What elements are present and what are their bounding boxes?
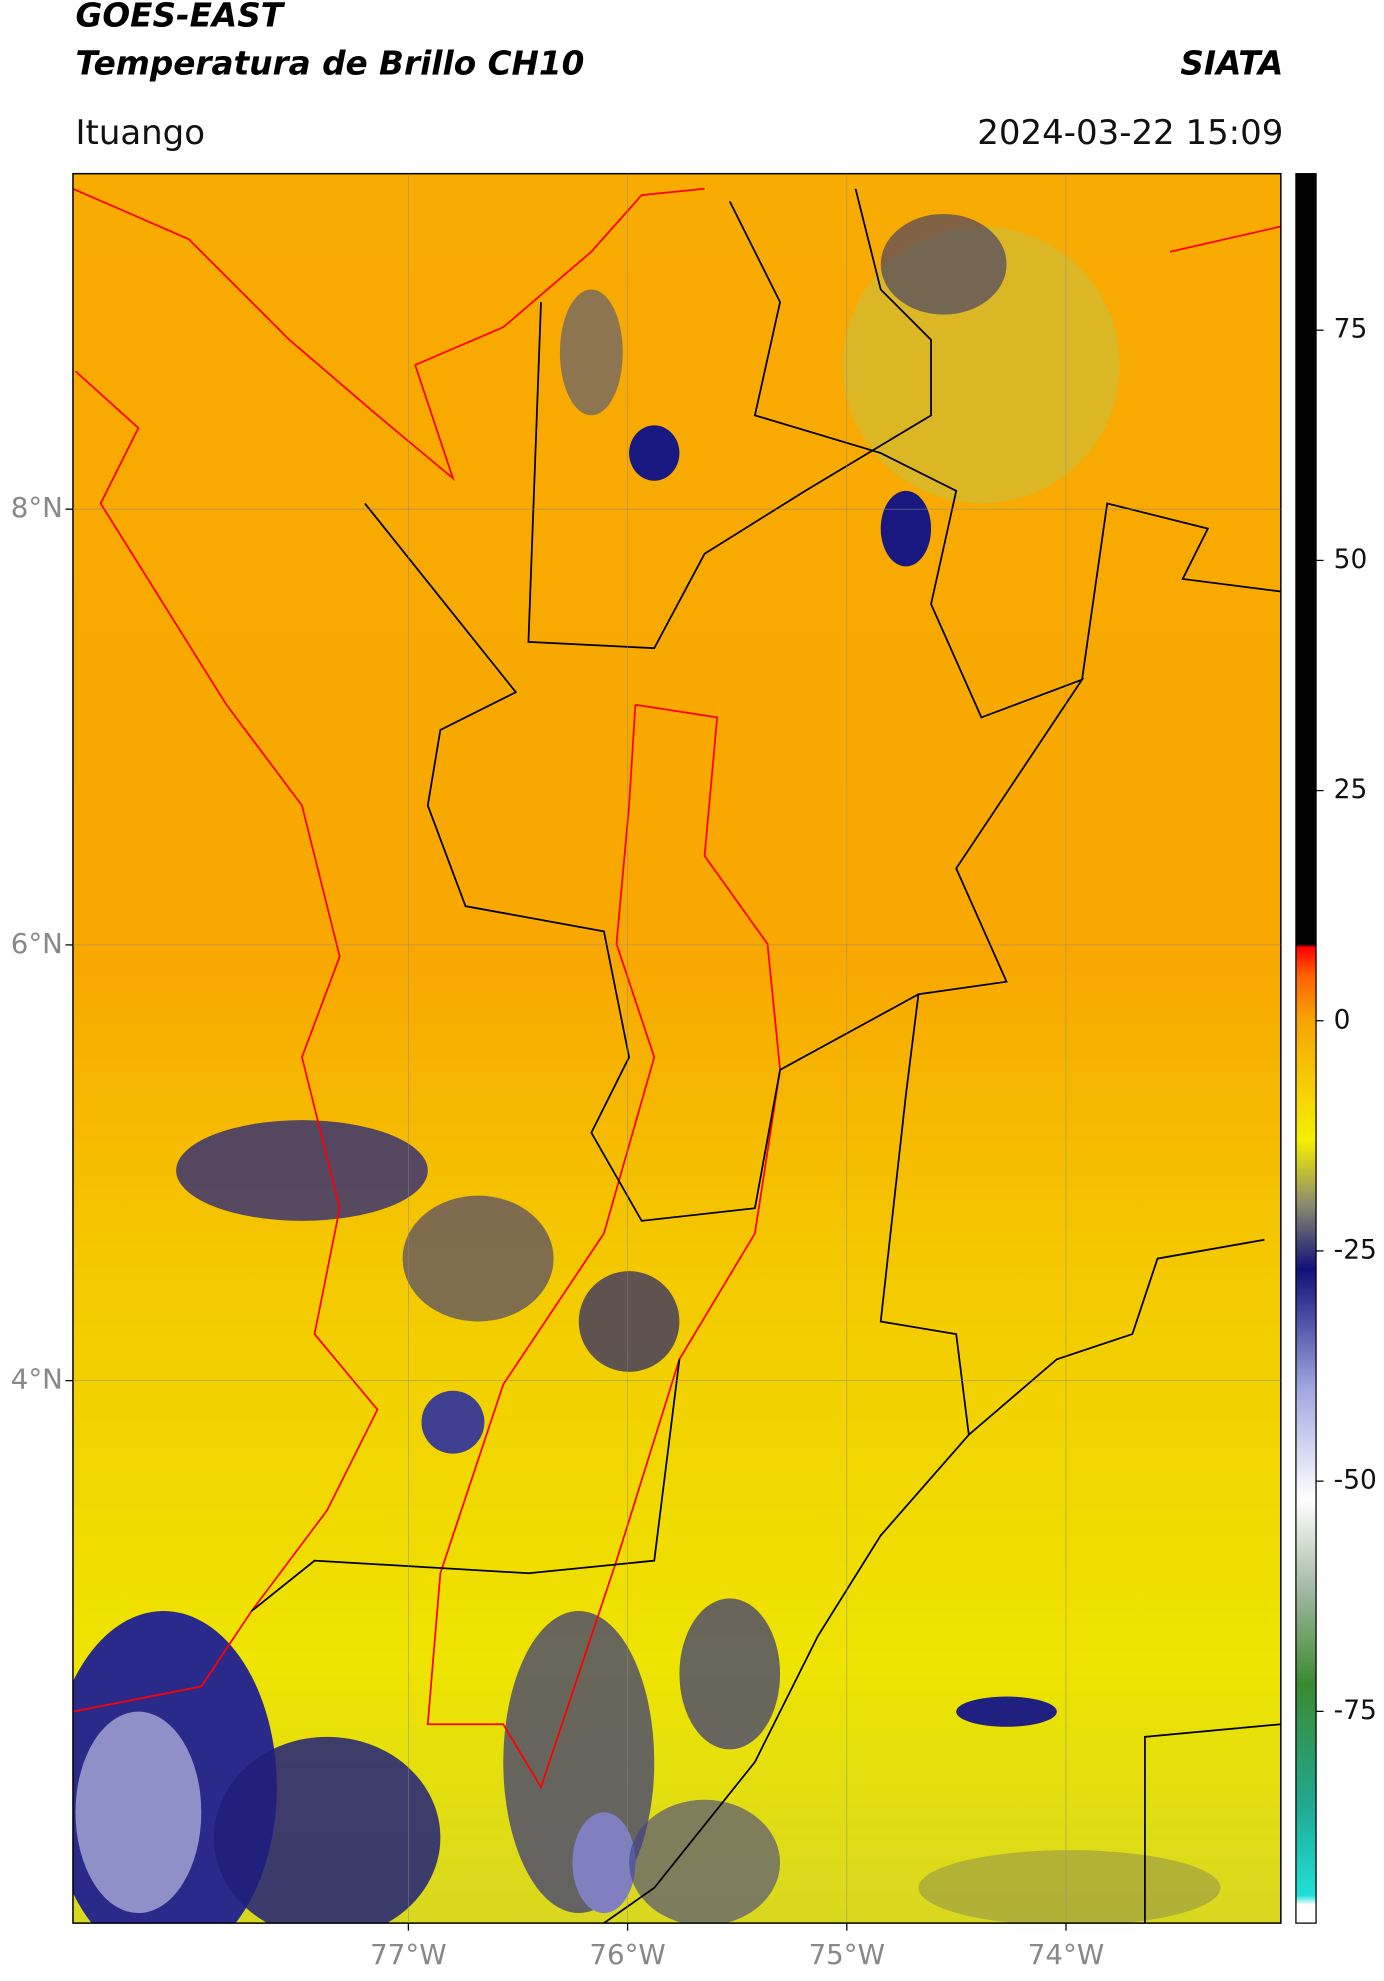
colorbar-tick-label: 75: [1334, 314, 1368, 345]
title: GOES-EAST: [75, 0, 285, 35]
datetime: 2024-03-22 15:09: [977, 113, 1283, 153]
x-tick-label: 74°W: [1028, 1938, 1104, 1971]
colorbar-tick-label: -75: [1334, 1695, 1377, 1726]
colorbar-scale: [1295, 173, 1317, 1924]
x-tick-label: 76°W: [589, 1938, 665, 1971]
subtitle: Temperatura de Brillo CH10: [75, 44, 584, 82]
colorbar: -75 -50 -25 0 25 50 75: [1295, 173, 1377, 1924]
brand: SIATA: [1180, 44, 1283, 82]
map-image: [72, 173, 1281, 1924]
x-tick-label: 75°W: [809, 1938, 885, 1971]
colorbar-tick-label: -50: [1334, 1465, 1377, 1496]
x-tick-label: 77°W: [370, 1938, 446, 1971]
y-tick-label: 6°N: [11, 927, 63, 960]
y-tick-label: 8°N: [11, 491, 63, 524]
colorbar-tick-label: 0: [1334, 1004, 1351, 1035]
y-tick-label: 4°N: [11, 1363, 63, 1396]
map-frame: [72, 172, 1282, 1924]
colorbar-tick-label: 50: [1334, 544, 1368, 575]
location: Ituango: [75, 113, 205, 153]
colorbar-tick-label: 25: [1334, 774, 1368, 805]
colorbar-tick-label: -25: [1334, 1234, 1377, 1265]
